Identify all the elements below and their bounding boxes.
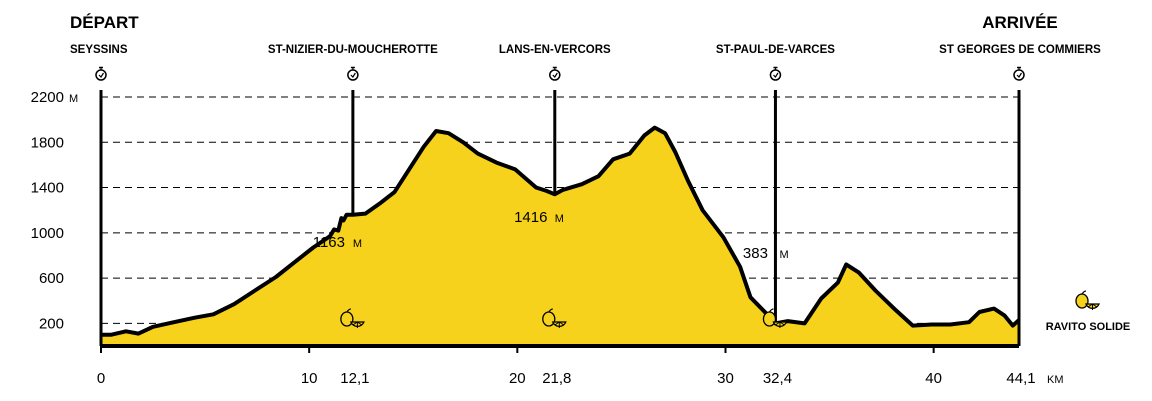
y-unit-label: M [69, 93, 78, 105]
location-name: ST-NIZIER-DU-MOUCHEROTTE [268, 44, 438, 56]
finish-label: ARRIVÉE [982, 13, 1058, 32]
legend: RAVITO SOLIDE [1046, 290, 1131, 333]
location-name: ST GEORGES DE COMMIERS [939, 44, 1101, 56]
y-axis-ticks: 200 600 1000 1400 1800 2200 M [31, 89, 79, 332]
food-icon [340, 308, 365, 328]
y-tick-label: 200 [39, 315, 64, 332]
altitude-unit: M [353, 238, 362, 250]
legend-label: RAVITO SOLIDE [1046, 321, 1131, 333]
elevation-area [101, 127, 1019, 346]
altitude-label: 1163 [313, 234, 345, 251]
location-name: LANS-EN-VERCORS [499, 44, 611, 56]
food-icon [762, 308, 788, 328]
y-tick-label: 2200 [31, 89, 64, 106]
x-tick-label: 20 [509, 370, 526, 387]
start-label: DÉPART [70, 13, 139, 32]
location-name: SEYSSINS [70, 44, 128, 56]
x-tick-label: 10 [301, 370, 318, 387]
altitude-label: 1416 [514, 209, 547, 226]
location-markers [99, 90, 1021, 346]
stopwatch-icon [549, 66, 561, 81]
stopwatch-icon [347, 66, 359, 81]
x-tick-label: 30 [717, 370, 734, 387]
altitude-label: 383 [743, 245, 768, 262]
x-unit-label: KM [1047, 374, 1064, 386]
location-name: ST-PAUL-DE-VARCES [716, 44, 835, 56]
stopwatch-icon [1013, 66, 1025, 81]
location-labels: SEYSSINS ST-NIZIER-DU-MOUCHEROTTE 12,1 1163… [70, 44, 1101, 387]
food-icon [1075, 290, 1100, 310]
x-tick-label: 0 [97, 370, 105, 387]
food-icon [1075, 290, 1100, 310]
elevation-line [101, 125, 1021, 337]
x-tick-label: 40 [925, 370, 942, 387]
y-tick-label: 1400 [31, 180, 64, 197]
location-km-label: 44,1 [1006, 370, 1035, 387]
y-tick-label: 600 [39, 270, 64, 287]
altitude-unit: M [779, 249, 788, 261]
aid-stations [340, 308, 788, 328]
location-km-label: 32,4 [763, 370, 792, 387]
location-km-label: 21,8 [542, 370, 571, 387]
y-tick-label: 1800 [31, 134, 64, 151]
food-icon [542, 308, 567, 328]
location-km-label: 12,1 [340, 370, 369, 387]
y-tick-label: 1000 [31, 225, 64, 242]
altitude-unit: M [555, 213, 564, 225]
stopwatch-icon [95, 66, 107, 81]
x-axis-ticks: 0 10 20 30 40 KM [97, 346, 1064, 387]
stopwatch-icon [769, 66, 782, 81]
